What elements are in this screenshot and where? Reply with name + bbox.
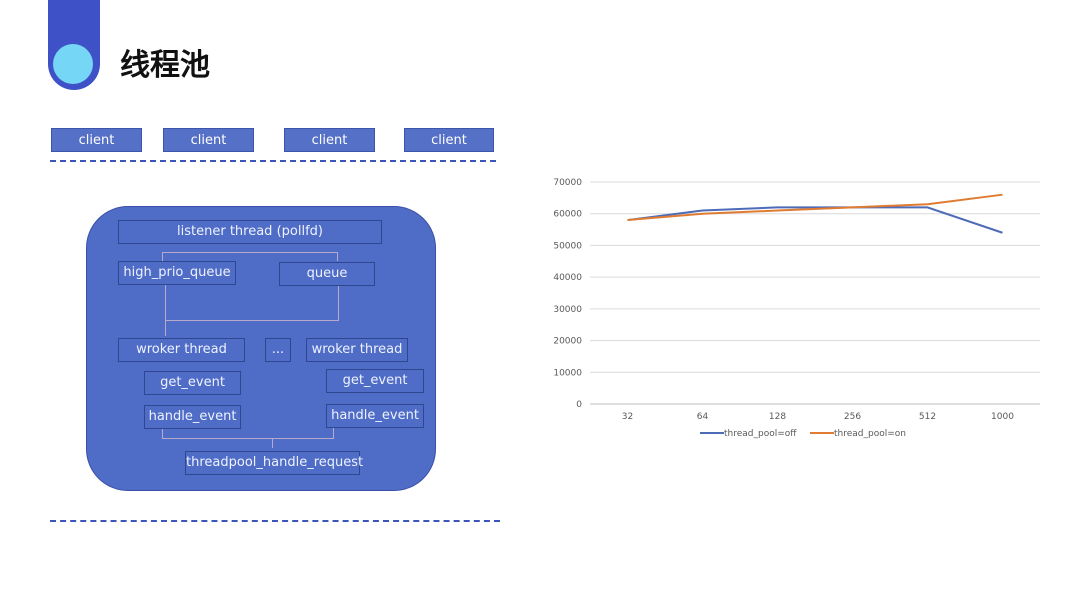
worker-thread-box-left: wroker thread [118,338,245,362]
x-tick-label: 512 [919,412,936,422]
x-tick-label: 64 [697,412,709,422]
y-tick-label: 10000 [553,368,582,378]
handle-event-box-right: handle_event [326,404,424,428]
threadpool-handle-request-box: threadpool_handle_request [185,451,363,475]
ellipsis-box: ... [265,338,291,362]
x-tick-label: 256 [844,412,861,422]
high-prio-queue-box: high_prio_queue [118,261,236,285]
throughput-line-chart: 0 10000 20000 30000 40000 50000 60000 70000 32 64… [553,178,1040,439]
legend-label-1: thread_pool=off [724,429,797,439]
x-tick-label: 1000 [991,412,1014,422]
y-tick-label: 40000 [553,273,582,283]
connector-listener-queues [162,252,338,261]
connector-queues-workers [165,285,339,321]
series-line-2 [627,193,1003,222]
title-badge-dot [53,44,93,84]
series-line-1 [627,206,1003,234]
x-tick-label: 32 [622,412,633,422]
connector-down-worker [165,320,166,336]
y-tick-label: 20000 [553,337,582,347]
y-tick-label: 50000 [553,241,582,251]
thread-pool-panel: listener thread (pollfd) high_prio_queue… [86,206,436,491]
connector-events-request [162,428,334,439]
client-box-3: client [284,128,375,152]
page-title: 线程池 [120,48,210,83]
connector-down-request [272,438,273,448]
client-box-1: client [51,128,142,152]
get-event-box-left: get_event [144,371,241,395]
y-tick-label: 60000 [553,210,582,220]
listener-thread-box: listener thread (pollfd) [118,220,382,244]
get-event-box-right: get_event [326,369,424,393]
bottom-dashed-divider [50,520,500,522]
y-tick-label: 30000 [553,305,582,315]
queue-box: queue [279,262,375,286]
y-tick-label: 70000 [553,178,582,188]
client-box-2: client [163,128,254,152]
y-tick-label: 0 [576,400,582,410]
client-box-4: client [404,128,494,152]
x-tick-label: 128 [769,412,786,422]
legend-label-2: thread_pool=on [834,429,906,439]
handle-event-box-left: handle_event [144,405,241,429]
worker-thread-box-right: wroker thread [306,338,408,362]
top-dashed-divider [50,160,496,162]
